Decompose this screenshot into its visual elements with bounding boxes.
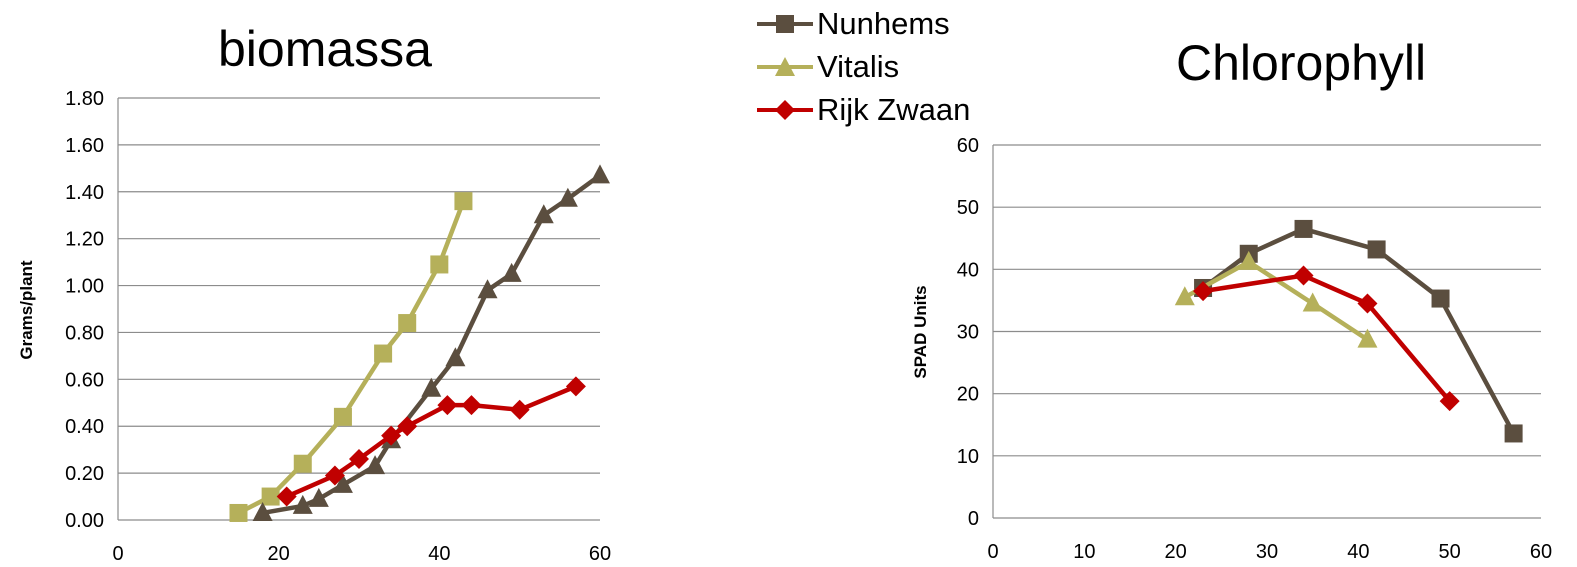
chlorophyll-y-tick-label: 20	[957, 384, 979, 406]
legend-label-rijk-zwaan: Rijk Zwaan	[817, 91, 971, 127]
biomassa-series-2-point	[501, 262, 522, 282]
biomassa-y-tick-label: 0.40	[65, 416, 104, 438]
chlorophyll-x-tick-label: 20	[1165, 541, 1187, 563]
biomassa-series-3-point	[397, 416, 418, 437]
biomassa-series-2-point	[252, 501, 273, 521]
chlorophyll-vitalis-point	[1174, 286, 1195, 306]
biomassa-y-tick-label: 1.60	[65, 135, 104, 157]
chlorophyll-y-tick-label: 50	[957, 197, 979, 219]
biomassa-chart-title: biomassa	[218, 21, 432, 77]
biomassa-series-1-point	[229, 503, 248, 522]
biomassa-series-2-point	[445, 347, 466, 367]
chlorophyll-y-tick-label: 30	[957, 322, 979, 344]
chlorophyll-x-tick-label: 10	[1073, 541, 1095, 563]
biomassa-series-1-point	[261, 487, 280, 506]
chlorophyll-x-tick-label: 0	[987, 541, 998, 563]
biomassa-series-3-point	[509, 399, 530, 420]
biomassa-series-3-point	[461, 395, 482, 416]
biomassa-series-1-point	[398, 314, 417, 333]
biomassa-y-tick-label: 0.80	[65, 322, 104, 344]
biomassa-series-3-point	[324, 465, 345, 486]
biomassa-y-tick-label: 1.00	[65, 276, 104, 298]
chlorophyll-rijk-zwaan-point	[1193, 281, 1214, 302]
chlorophyll-rijk-zwaan-point	[1357, 293, 1378, 314]
biomassa-series-1-point	[430, 255, 449, 274]
chlorophyll-nunhems-point	[1504, 424, 1523, 443]
chlorophyll-nunhems-point	[1294, 219, 1313, 238]
biomassa-x-tick-label: 60	[589, 543, 611, 565]
biomassa-y-tick-label: 0.20	[65, 463, 104, 485]
biomassa-series-2-point	[557, 187, 578, 207]
biomassa-series-2-point	[421, 377, 442, 397]
biomassa-series-2-point	[477, 279, 498, 299]
legend-label-vitalis: Vitalis	[817, 48, 900, 84]
chlorophyll-y-tick-label: 40	[957, 259, 979, 281]
biomassa-series-2-point	[332, 473, 353, 493]
biomassa-series-3-point	[565, 376, 586, 397]
legend-item-vitalis: Vitalis	[755, 45, 970, 88]
biomassa-y-tick-label: 1.20	[65, 229, 104, 251]
biomassa-series-3-point	[381, 425, 402, 446]
chlorophyll-vitalis-point	[1357, 328, 1378, 348]
legend-swatch-vitalis	[757, 56, 813, 76]
legend-label-nunhems: Nunhems	[817, 5, 950, 41]
chlorophyll-x-tick-label: 30	[1256, 541, 1278, 563]
legend-item-nunhems: Nunhems	[755, 2, 970, 45]
biomassa-x-tick-label: 40	[428, 543, 450, 565]
biomassa-y-tick-label: 1.40	[65, 182, 104, 204]
biomassa-y-tick-label: 0.00	[65, 510, 104, 532]
chlorophyll-x-tick-label: 60	[1530, 541, 1552, 563]
biomassa-series-1-point	[374, 344, 393, 363]
biomassa-y-tick-label: 0.60	[65, 369, 104, 391]
biomassa-y-tick-label: 1.80	[65, 88, 104, 110]
biomassa-series-2-point	[590, 164, 610, 184]
legend-swatch-rijk-zwaan	[757, 99, 813, 120]
chlorophyll-rijk-zwaan-line	[1202, 273, 1452, 403]
biomassa-series-1-point	[293, 454, 312, 473]
chlorophyll-rijk-zwaan-point	[1439, 391, 1460, 412]
biomassa-x-tick-label: 20	[268, 543, 290, 565]
chlorophyll-y-tick-label: 0	[968, 508, 979, 530]
biomassa-series-2-point	[292, 494, 313, 514]
biomassa-series-3-point	[276, 486, 297, 507]
biomassa-series-2-point	[365, 455, 386, 475]
chlorophyll-nunhems-point	[1431, 289, 1450, 308]
chlorophyll-y-tick-label: 60	[957, 135, 979, 157]
legend-item-rijk-zwaan: Rijk Zwaan	[755, 88, 970, 131]
biomassa-series-2-point	[533, 204, 554, 224]
biomassa-series-1-point	[454, 192, 473, 211]
chlorophyll-chart-title: Chlorophyll	[1176, 35, 1427, 91]
biomassa-series-3-point	[349, 449, 369, 470]
chlorophyll-y-tick-label: 10	[957, 446, 979, 468]
chlorophyll-rijk-zwaan-point	[1293, 265, 1314, 286]
biomassa-series-2-point	[308, 487, 329, 507]
chlorophyll-vitalis-point	[1238, 250, 1259, 270]
legend-swatch-nunhems	[757, 14, 813, 33]
chlorophyll-vitalis-point	[1302, 292, 1323, 312]
biomassa-series-1-point	[333, 407, 352, 426]
chlorophyll-nunhems-point	[1367, 240, 1386, 259]
biomassa-x-tick-label: 0	[112, 543, 123, 565]
chlorophyll-vitalis-line	[1183, 259, 1369, 342]
legend: Nunhems Vitalis Rijk Zwaan	[755, 2, 970, 131]
chlorophyll-x-tick-label: 40	[1347, 541, 1369, 563]
chlorophyll-x-tick-label: 50	[1439, 541, 1461, 563]
biomassa-series-3-point	[437, 395, 458, 416]
